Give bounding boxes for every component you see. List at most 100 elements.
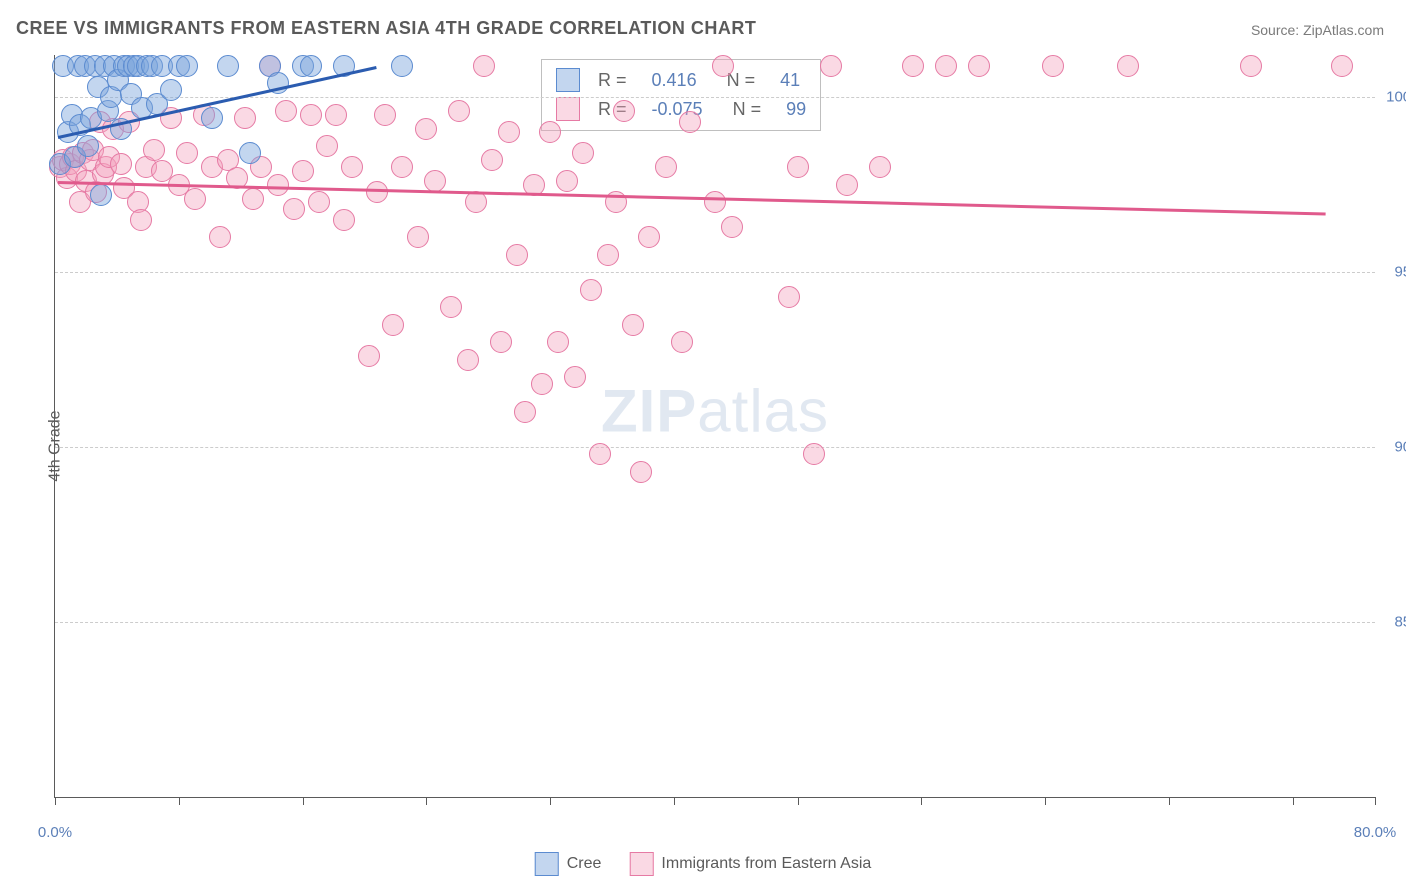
pink-point — [869, 156, 891, 178]
pink-point — [457, 349, 479, 371]
x-tick — [426, 797, 427, 805]
pink-point — [341, 156, 363, 178]
cree-swatch-icon — [535, 852, 559, 876]
immigrants-swatch-icon — [556, 97, 580, 121]
legend-item-cree: Cree — [535, 852, 602, 876]
x-tick — [179, 797, 180, 805]
pink-point — [1240, 55, 1262, 77]
pink-point — [316, 135, 338, 157]
pink-point — [1331, 55, 1353, 77]
y-tick-label: 85.0% — [1394, 614, 1406, 631]
pink-point — [721, 216, 743, 238]
pink-point — [333, 209, 355, 231]
gridline — [55, 97, 1375, 98]
blue-point — [217, 55, 239, 77]
blue-point — [90, 184, 112, 206]
pink-point — [300, 104, 322, 126]
cree-swatch-icon — [556, 68, 580, 92]
pink-point — [580, 279, 602, 301]
pink-point — [820, 55, 842, 77]
x-tick — [798, 797, 799, 805]
pink-point — [622, 314, 644, 336]
pink-point — [506, 244, 528, 266]
pink-point — [473, 55, 495, 77]
pink-point — [1117, 55, 1139, 77]
pink-point — [803, 443, 825, 465]
stats-row-cree: R = 0.416 N = 41 — [556, 66, 806, 95]
pink-point — [655, 156, 677, 178]
pink-point — [498, 121, 520, 143]
legend-item-immigrants: Immigrants from Eastern Asia — [629, 852, 871, 876]
x-tick — [674, 797, 675, 805]
x-tick — [550, 797, 551, 805]
x-tick — [1293, 797, 1294, 805]
pink-point — [531, 373, 553, 395]
immigrants-swatch-icon — [629, 852, 653, 876]
pink-point — [935, 55, 957, 77]
pink-point — [184, 188, 206, 210]
pink-point — [176, 142, 198, 164]
pink-point — [490, 331, 512, 353]
pink-point — [712, 55, 734, 77]
legend: Cree Immigrants from Eastern Asia — [535, 852, 872, 876]
pink-point — [787, 156, 809, 178]
pink-point — [283, 198, 305, 220]
pink-point — [424, 170, 446, 192]
pink-point — [275, 100, 297, 122]
pink-point — [440, 296, 462, 318]
y-tick-label: 95.0% — [1394, 264, 1406, 281]
blue-point — [391, 55, 413, 77]
pink-point — [358, 345, 380, 367]
gridline — [55, 272, 1375, 273]
pink-point — [448, 100, 470, 122]
pink-point — [292, 160, 314, 182]
pink-point — [130, 209, 152, 231]
pink-point — [514, 401, 536, 423]
pink-point — [110, 153, 132, 175]
pink-point — [374, 104, 396, 126]
watermark: ZIPatlas — [601, 377, 829, 446]
pink-point — [671, 331, 693, 353]
gridline — [55, 622, 1375, 623]
pink-point — [836, 174, 858, 196]
pink-point — [630, 461, 652, 483]
pink-point — [572, 142, 594, 164]
pink-point — [382, 314, 404, 336]
scatter-plot-area: ZIPatlas R = 0.416 N = 41 R = -0.075 N =… — [54, 55, 1375, 798]
x-tick-label: 0.0% — [38, 824, 72, 841]
pink-point — [564, 366, 586, 388]
pink-point — [556, 170, 578, 192]
blue-point — [160, 79, 182, 101]
pink-point — [391, 156, 413, 178]
pink-point — [539, 121, 561, 143]
pink-point — [242, 188, 264, 210]
pink-point — [704, 191, 726, 213]
y-tick-label: 90.0% — [1394, 439, 1406, 456]
blue-point — [77, 135, 99, 157]
y-tick-label: 100.0% — [1386, 89, 1406, 106]
blue-point — [300, 55, 322, 77]
pink-point — [325, 104, 347, 126]
x-tick — [303, 797, 304, 805]
x-tick — [1169, 797, 1170, 805]
source-attribution: Source: ZipAtlas.com — [1251, 22, 1384, 38]
pink-point — [902, 55, 924, 77]
pink-point — [308, 191, 330, 213]
blue-point — [176, 55, 198, 77]
pink-point — [613, 100, 635, 122]
pink-point — [143, 139, 165, 161]
pink-point — [1042, 55, 1064, 77]
pink-point — [481, 149, 503, 171]
pink-point — [234, 107, 256, 129]
x-tick-label: 80.0% — [1354, 824, 1397, 841]
blue-point — [239, 142, 261, 164]
x-tick — [55, 797, 56, 805]
x-tick — [1045, 797, 1046, 805]
pink-point — [589, 443, 611, 465]
pink-point — [407, 226, 429, 248]
pink-point — [209, 226, 231, 248]
pink-point — [267, 174, 289, 196]
pink-point — [638, 226, 660, 248]
pink-point — [679, 111, 701, 133]
chart-title: CREE VS IMMIGRANTS FROM EASTERN ASIA 4TH… — [16, 18, 756, 39]
